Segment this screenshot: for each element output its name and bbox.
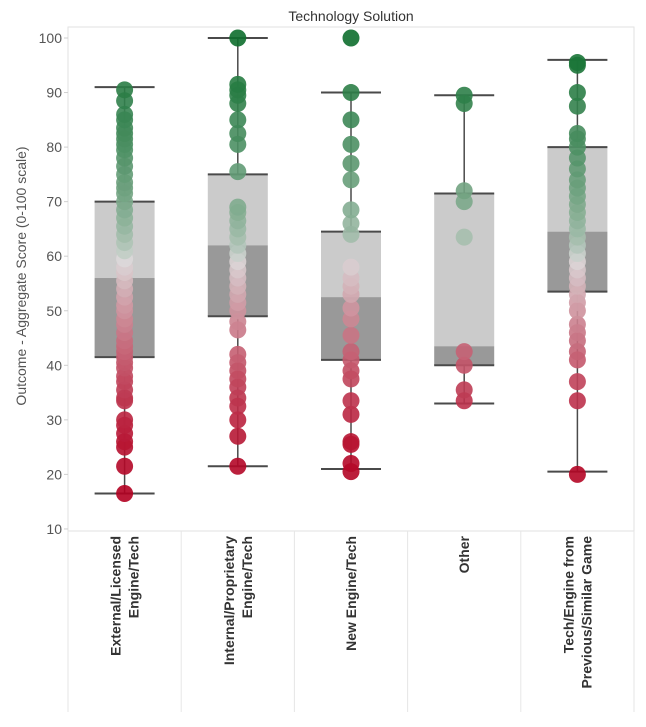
x-category-label-line: Previous/Similar Game <box>578 536 594 689</box>
data-point <box>455 356 473 374</box>
data-point <box>229 198 247 216</box>
data-point <box>342 433 360 451</box>
plot-frame <box>67 26 635 532</box>
y-axis: 10 20 30 40 50 60 70 80 90 100 <box>39 30 68 537</box>
data-point <box>342 154 360 172</box>
y-tick-label: 50 <box>46 303 62 319</box>
data-point <box>568 373 586 391</box>
data-point <box>342 171 360 189</box>
x-category-label-line: New Engine/Tech <box>343 536 359 651</box>
data-point <box>116 457 134 475</box>
x-category-label-line: Engine/Tech <box>126 536 142 618</box>
data-point <box>455 182 473 200</box>
data-points <box>116 29 586 502</box>
data-point <box>342 214 360 232</box>
data-point <box>229 75 247 93</box>
data-point <box>342 392 360 410</box>
y-axis-label: Outcome - Aggregate Score (0-100 scale) <box>13 146 29 405</box>
data-point <box>455 381 473 399</box>
data-point <box>342 111 360 129</box>
data-point <box>455 228 473 246</box>
data-point <box>229 345 247 363</box>
x-category-label-line: Tech/Engine from <box>560 536 576 653</box>
data-point <box>229 111 247 129</box>
data-point <box>342 135 360 153</box>
x-category-label-line: External/Licensed <box>108 536 124 656</box>
x-category-label: Tech/Engine from Previous/Similar Game <box>560 536 594 689</box>
data-point <box>116 81 134 99</box>
y-tick-label: 10 <box>46 521 62 537</box>
y-tick-label: 40 <box>46 357 62 373</box>
data-point <box>568 84 586 102</box>
data-point <box>229 29 247 47</box>
x-category-label-line: Internal/Proprietary <box>221 536 237 665</box>
data-point <box>568 97 586 115</box>
data-point <box>342 201 360 219</box>
data-point <box>229 411 247 429</box>
data-point <box>568 392 586 410</box>
y-tick-label: 100 <box>39 30 63 46</box>
y-tick-label: 70 <box>46 194 62 210</box>
data-point <box>342 343 360 361</box>
data-point <box>342 258 360 276</box>
data-point <box>342 405 360 423</box>
data-point <box>229 163 247 181</box>
data-point <box>568 54 586 72</box>
data-point <box>229 124 247 142</box>
y-tick-label: 20 <box>46 466 62 482</box>
data-point <box>229 427 247 445</box>
x-category-label: External/Licensed Engine/Tech <box>108 536 142 656</box>
x-category-label: New Engine/Tech <box>343 536 359 651</box>
data-point <box>116 411 134 429</box>
x-category-label-line: Other <box>456 535 472 573</box>
data-point <box>568 315 586 333</box>
data-point <box>116 105 134 123</box>
data-point <box>342 326 360 344</box>
data-point <box>568 465 586 483</box>
data-point <box>455 343 473 361</box>
data-point <box>342 454 360 472</box>
y-tick-label: 80 <box>46 139 62 155</box>
y-tick-label: 60 <box>46 248 62 264</box>
x-category-label: Internal/Proprietary Engine/Tech <box>221 536 255 665</box>
x-axis-dividers <box>67 531 635 712</box>
x-axis-labels: External/Licensed Engine/Tech Internal/Pro… <box>108 535 595 688</box>
data-point <box>342 84 360 102</box>
chart-title: Technology Solution <box>288 8 413 24</box>
y-tick-label: 90 <box>46 85 62 101</box>
data-point <box>116 484 134 502</box>
box-upper-half <box>434 193 495 347</box>
x-category-label: Other <box>456 535 472 573</box>
data-point <box>342 29 360 47</box>
data-point <box>568 124 586 142</box>
x-category-label-line: Engine/Tech <box>239 536 255 618</box>
data-point <box>342 299 360 317</box>
y-tick-label: 30 <box>46 412 62 428</box>
data-point <box>455 86 473 104</box>
data-point <box>229 457 247 475</box>
